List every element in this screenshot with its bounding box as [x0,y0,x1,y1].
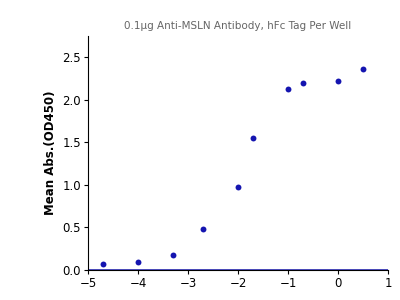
Point [360,67,366,72]
Point [200,227,206,232]
Point [170,252,176,257]
Title: 0.1μg Anti-MSLN Antibody, hFc Tag Per Well: 0.1μg Anti-MSLN Antibody, hFc Tag Per We… [124,21,352,31]
Point [135,260,141,265]
Y-axis label: Mean Abs.(OD450): Mean Abs.(OD450) [44,91,57,215]
Point [250,136,256,140]
Point [300,80,306,85]
Point [335,79,341,83]
Point [100,262,106,266]
Point [235,184,241,189]
Point [285,86,291,91]
